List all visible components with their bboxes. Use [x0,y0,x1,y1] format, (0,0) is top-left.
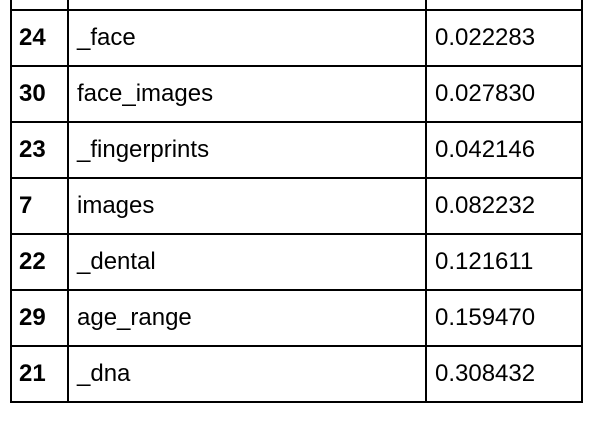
table-row: 24 _face 0.022283 [10,9,583,67]
table-row: 30 face_images 0.027830 [10,65,583,123]
index-cell: 29 [10,289,69,347]
table-row: 29 age_range 0.159470 [10,289,583,347]
name-cell: _fingerprints [67,121,427,179]
value-cell: 0.121611 [425,233,583,291]
value-cell: 0.082232 [425,177,583,235]
table-row: 21 _dna 0.308432 [10,345,583,403]
table-row: 23 _fingerprints 0.042146 [10,121,583,179]
index-cell: 21 [10,345,69,403]
table-row: 7 images 0.082232 [10,177,583,235]
name-cell: _face [67,9,427,67]
name-cell [67,0,427,11]
value-cell: 0.027830 [425,65,583,123]
index-cell: 7 [10,177,69,235]
value-cell [425,0,583,11]
table-row-partial [10,0,583,11]
results-table-container: 24 _face 0.022283 30 face_images 0.02783… [10,0,583,403]
index-cell: 22 [10,233,69,291]
index-cell: 23 [10,121,69,179]
value-cell: 0.042146 [425,121,583,179]
table-row: 22 _dental 0.121611 [10,233,583,291]
index-cell: 24 [10,9,69,67]
name-cell: _dna [67,345,427,403]
value-cell: 0.308432 [425,345,583,403]
index-cell: 30 [10,65,69,123]
name-cell: _dental [67,233,427,291]
name-cell: face_images [67,65,427,123]
value-cell: 0.022283 [425,9,583,67]
index-cell [10,0,69,11]
name-cell: images [67,177,427,235]
value-cell: 0.159470 [425,289,583,347]
name-cell: age_range [67,289,427,347]
results-table: 24 _face 0.022283 30 face_images 0.02783… [10,0,583,403]
